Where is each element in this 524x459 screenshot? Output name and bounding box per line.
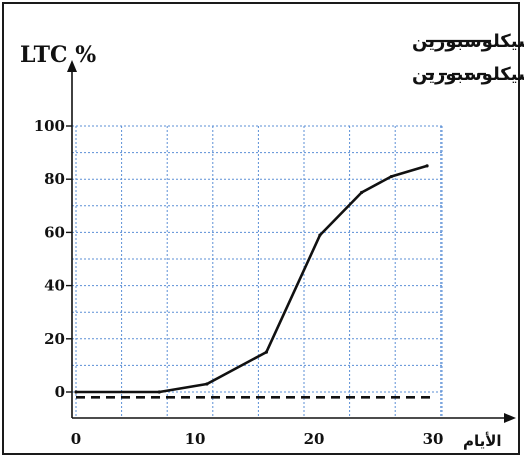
x-axis-label: الأيام <box>463 432 502 450</box>
y-tick-label: 0 <box>55 383 65 401</box>
data-point <box>318 233 322 237</box>
y-tick-label: 80 <box>44 170 65 188</box>
grid <box>72 125 443 418</box>
data-point <box>157 390 161 394</box>
x-tick-label: 10 <box>185 430 206 448</box>
x-tick-label: 30 <box>423 430 444 448</box>
y-tick-label: 20 <box>44 330 65 348</box>
x-axis-arrow <box>504 413 516 423</box>
data-point <box>74 390 78 394</box>
series <box>74 164 433 399</box>
x-tick-label: 20 <box>304 430 325 448</box>
data-point <box>425 164 429 168</box>
y-axis-arrow <box>67 60 77 72</box>
x-ticks: 0 10 20 30 <box>71 430 444 448</box>
axes <box>67 60 516 423</box>
legend: في غياب السيكلوسبورين في وجود السيكلوسبو… <box>412 31 524 85</box>
y-tick-label: 60 <box>44 223 65 241</box>
y-tick-label: 100 <box>34 117 65 135</box>
y-axis-label: LTC % <box>20 42 96 68</box>
data-point <box>205 382 209 386</box>
x-tick-label: 0 <box>71 430 81 448</box>
data-point <box>389 174 393 179</box>
y-tick-label: 40 <box>44 277 65 295</box>
chart-frame <box>2 2 520 455</box>
data-point <box>360 190 364 195</box>
data-point <box>264 350 268 354</box>
series-line-without-cyclosporine <box>74 164 429 394</box>
y-ticks: 0 20 40 60 80 100 <box>34 117 72 401</box>
